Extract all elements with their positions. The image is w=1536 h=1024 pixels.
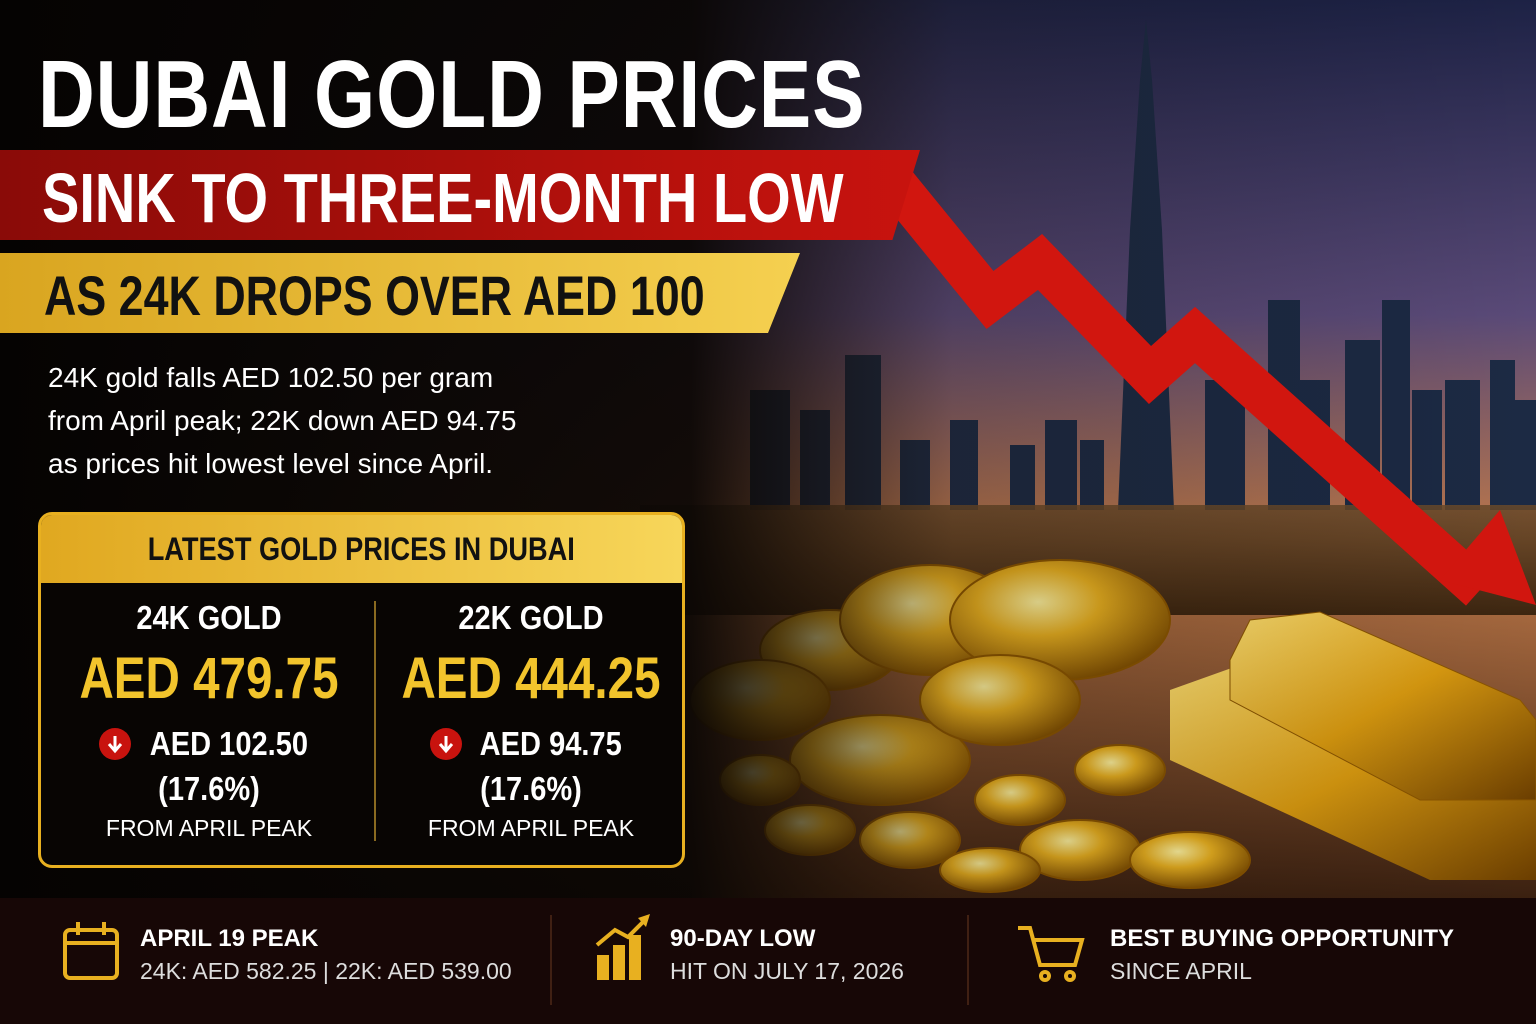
down-arrow: [439, 736, 454, 754]
grade-label: 22K GOLD: [458, 599, 604, 636]
summary: 24K gold falls AED 102.50 per gram from …: [48, 356, 517, 485]
note: FROM APRIL PEAK: [427, 815, 635, 841]
change-row: AED 94.75: [371, 725, 682, 763]
price-column: 24K GOLD AED 479.75 AED 102.50 (17.6%) FROM …: [49, 515, 369, 865]
price-box: LATEST GOLD PRICES IN DUBAI 24K GOLD AED …: [38, 512, 685, 868]
summary-line: from April peak; 22K down AED 94.75: [48, 405, 517, 436]
grade-label: 24K GOLD: [136, 599, 282, 636]
headline-banner: SINK TO THREE-MONTH LOW: [42, 159, 844, 237]
footer-title: BEST BUYING OPPORTUNITY: [1110, 925, 1455, 952]
percent: (17.6%): [158, 770, 260, 807]
percent: (17.6%): [480, 770, 582, 807]
price: AED 444.25: [401, 646, 661, 711]
gold-banner: [0, 253, 800, 333]
headline-title: DUBAI GOLD PRICES: [38, 41, 866, 148]
red-banner: [0, 150, 920, 240]
price-column: 22K GOLD AED 444.25 AED 94.75 (17.6%) FROM A…: [371, 515, 682, 865]
summary-line: as prices hit lowest level since April.: [48, 448, 494, 479]
change: AED 94.75: [479, 725, 623, 762]
change-row: AED 102.50: [49, 725, 369, 763]
divider: [374, 601, 376, 841]
price-box-header: LATEST GOLD PRICES IN DUBAI: [41, 515, 682, 583]
footer-detail: 24K: AED 582.25 | 22K: AED 539.00: [140, 958, 512, 984]
headline-subbanner: AS 24K DROPS OVER AED 100: [44, 264, 705, 327]
footer-title: 90-DAY LOW: [670, 925, 816, 952]
footer-detail: SINCE APRIL: [1110, 958, 1252, 984]
cart-icon: [1018, 926, 1085, 982]
down-arrow: [107, 736, 123, 754]
change: AED 102.50: [149, 725, 309, 762]
calendar-icon: [63, 922, 119, 980]
note: FROM APRIL PEAK: [105, 815, 313, 841]
footer-detail: HIT ON JULY 17, 2026: [670, 958, 904, 984]
summary-line: 24K gold falls AED 102.50 per gram: [48, 362, 494, 393]
price-box-title: LATEST GOLD PRICES IN DUBAI: [147, 530, 576, 567]
price: AED 479.75: [79, 646, 339, 711]
down-icon: [430, 728, 463, 760]
down-icon: [99, 728, 132, 760]
footer-title: APRIL 19 PEAK: [140, 925, 319, 952]
chart-icon: [595, 914, 650, 980]
